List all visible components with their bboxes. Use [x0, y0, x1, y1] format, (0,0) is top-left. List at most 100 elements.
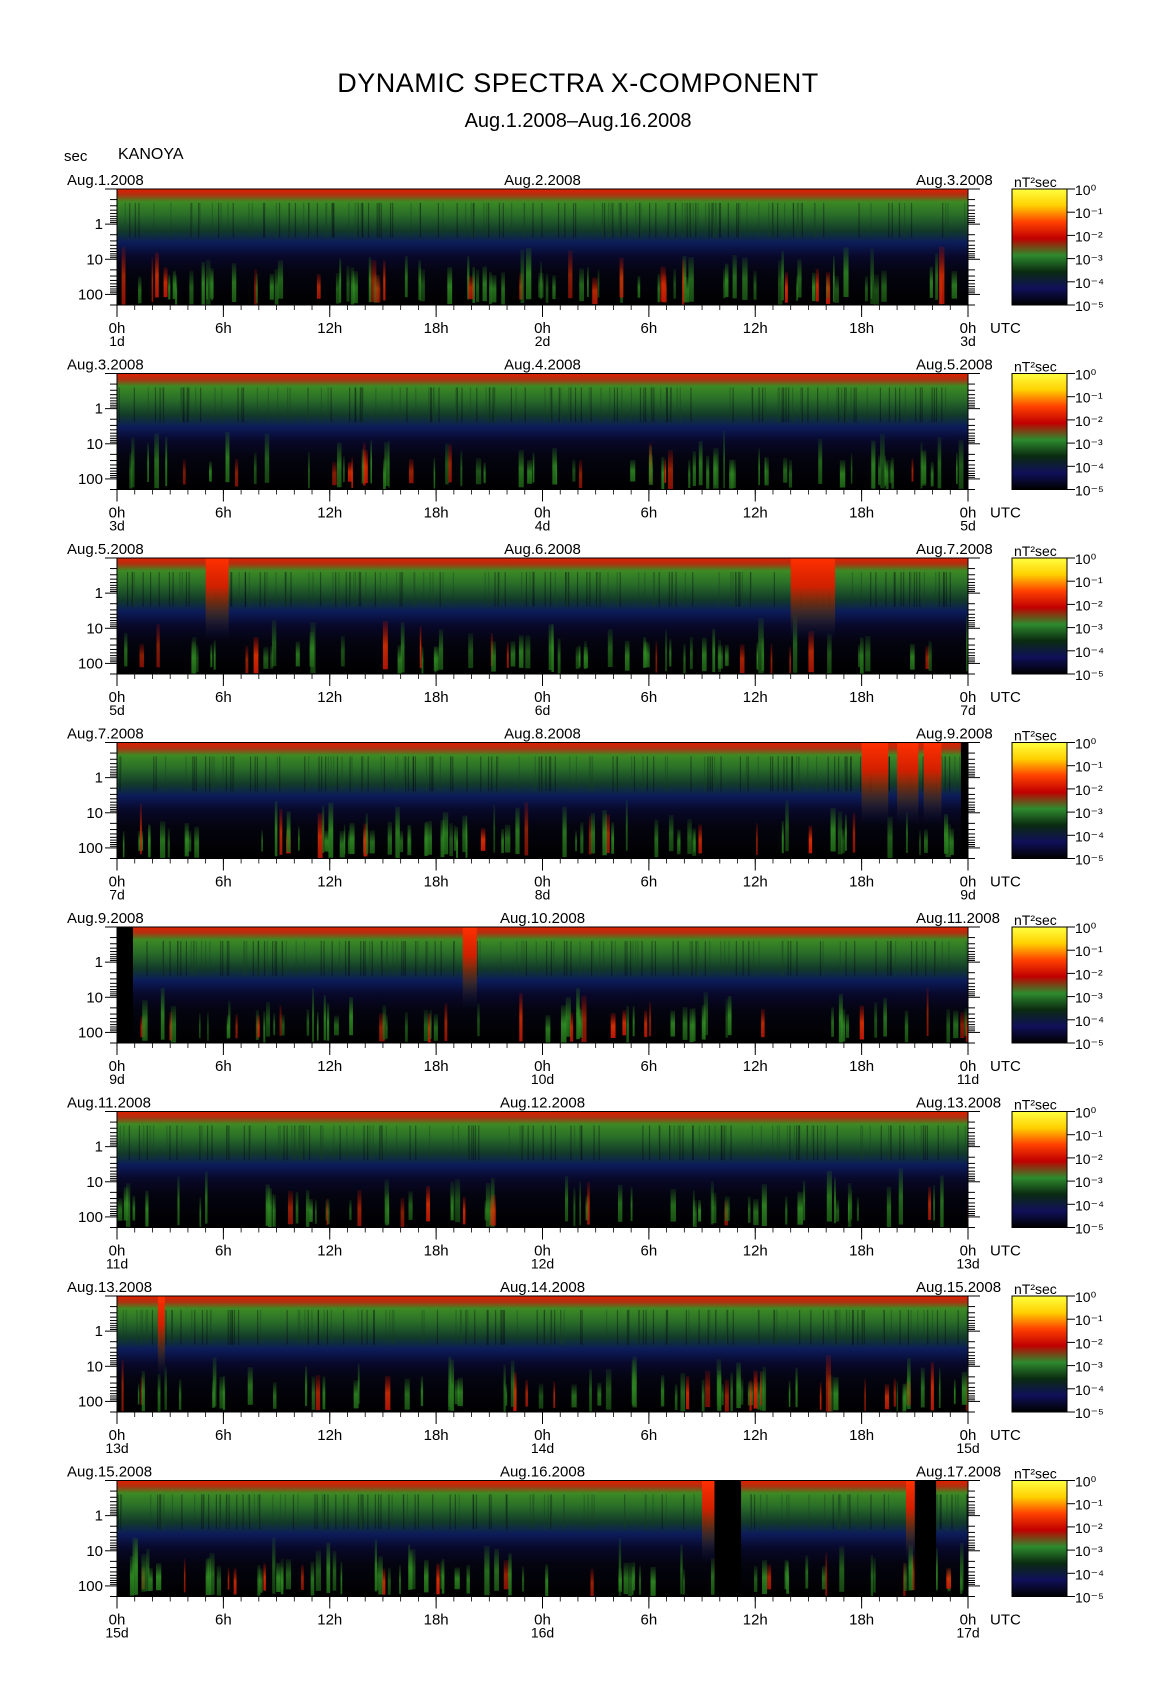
data-gap — [714, 1480, 742, 1597]
texture-line — [942, 202, 944, 238]
texture-line — [321, 756, 323, 792]
burst-mark — [272, 1194, 276, 1227]
texture-line — [438, 387, 440, 423]
texture-line — [493, 387, 496, 423]
burst-mark — [631, 1566, 634, 1595]
texture-line — [361, 1494, 363, 1530]
texture-line — [549, 571, 552, 607]
burst-mark — [930, 461, 934, 487]
y-tick-label: 1 — [95, 585, 103, 602]
texture-line — [324, 1494, 326, 1530]
burst-mark — [369, 830, 375, 854]
texture-line — [737, 202, 739, 238]
texture-line — [335, 1494, 337, 1530]
texture-line — [230, 756, 232, 792]
texture-line — [579, 1125, 581, 1161]
texture-line — [734, 571, 737, 607]
burst-mark — [683, 643, 686, 674]
burst-mark — [921, 449, 927, 486]
burst-mark — [818, 439, 823, 484]
panel-end-date: Aug.15.2008 — [916, 1279, 1001, 1296]
burst-mark — [163, 267, 168, 298]
burst-mark — [172, 270, 176, 300]
texture-line — [519, 1125, 521, 1161]
colorbar-level: 10⁻³ — [1075, 1174, 1103, 1190]
texture-line — [933, 387, 936, 423]
texture-line — [421, 1309, 423, 1345]
burst-mark — [370, 440, 373, 484]
texture-line — [453, 940, 456, 976]
texture-line — [378, 202, 380, 238]
texture-line — [142, 571, 144, 607]
texture-line — [788, 387, 790, 423]
texture-line — [560, 1309, 562, 1345]
texture-line — [159, 1494, 161, 1530]
colorbar-fill — [1011, 1111, 1068, 1228]
texture-line — [180, 940, 182, 976]
burst-mark — [858, 644, 860, 668]
texture-line — [308, 571, 310, 607]
burst-mark — [632, 1006, 635, 1037]
x-tick-label: 6h — [215, 1612, 232, 1629]
colorbar-level: 10⁻⁵ — [1075, 1036, 1104, 1052]
texture-line — [522, 1125, 524, 1161]
texture-line — [248, 1125, 250, 1161]
texture-line — [185, 571, 188, 607]
texture-line — [861, 1309, 863, 1345]
texture-line — [395, 756, 397, 792]
texture-line — [935, 387, 938, 423]
texture-line — [171, 1494, 174, 1530]
texture-line — [844, 756, 846, 792]
burst-mark — [661, 456, 665, 490]
texture-line — [630, 940, 632, 976]
burst-mark — [194, 826, 200, 858]
texture-line — [134, 202, 136, 238]
burst-mark — [148, 1567, 153, 1592]
burst-mark — [357, 1363, 360, 1405]
burst-mark — [788, 459, 793, 488]
texture-line — [254, 756, 256, 792]
texture-line — [903, 571, 905, 607]
burst-mark — [347, 462, 353, 482]
texture-line — [720, 756, 722, 792]
texture-line — [257, 940, 259, 976]
texture-line — [575, 202, 577, 238]
burst-mark — [920, 442, 923, 489]
texture-line — [895, 940, 897, 976]
texture-line — [550, 756, 552, 792]
panel-mid-date: Aug.12.2008 — [500, 1095, 585, 1112]
spectrogram — [117, 373, 968, 490]
texture-line — [192, 756, 194, 792]
texture-line — [472, 1494, 475, 1530]
burst-mark — [843, 247, 849, 298]
burst-mark — [859, 1005, 864, 1040]
texture-line — [597, 571, 599, 607]
texture-line — [299, 1125, 301, 1161]
texture-line — [719, 202, 722, 238]
texture-line — [777, 387, 779, 423]
texture-line — [146, 1125, 148, 1161]
day-label: 9d — [960, 887, 976, 903]
texture-line — [502, 202, 504, 238]
texture-line — [505, 1494, 507, 1530]
burst-mark — [165, 436, 168, 487]
burst-mark — [483, 462, 486, 484]
burst-mark — [263, 1563, 266, 1591]
colorbar-fill — [1011, 1480, 1068, 1597]
texture-line — [572, 202, 575, 238]
texture-line — [791, 756, 793, 792]
texture-line — [320, 1125, 322, 1161]
x-tick-label: 0h — [534, 874, 551, 891]
texture-line — [376, 202, 378, 238]
texture-line — [429, 387, 432, 423]
burst-mark — [349, 996, 353, 1036]
texture-line — [365, 571, 367, 607]
texture-line — [188, 387, 190, 423]
burst-mark — [263, 1011, 266, 1043]
burst-mark — [848, 1194, 850, 1222]
burst-mark — [557, 638, 561, 674]
